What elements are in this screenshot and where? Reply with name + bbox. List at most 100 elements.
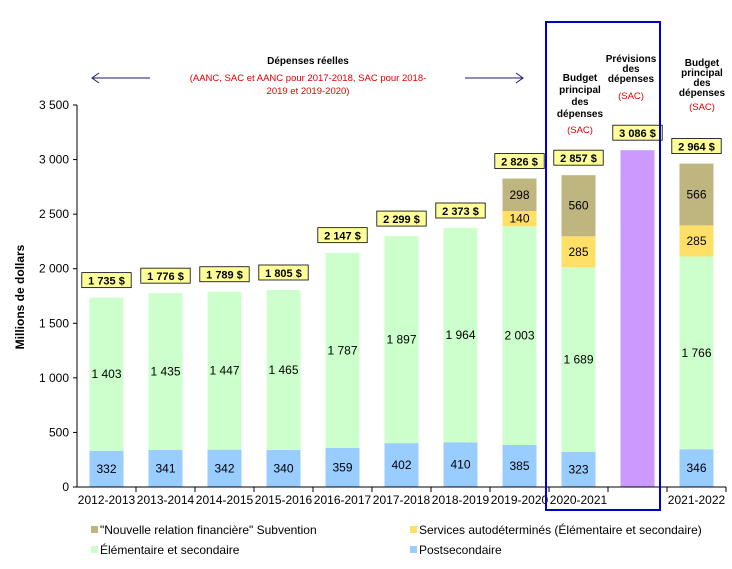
bar-value-label: 1 465 [268, 363, 298, 377]
svg-text:principal: principal [559, 85, 601, 96]
bar-value-label: 1 435 [150, 364, 180, 378]
bar-segment [561, 267, 596, 452]
svg-text:dépenses: dépenses [608, 74, 655, 85]
svg-text:des: des [622, 64, 640, 75]
actual-spending-title: Dépenses réelles [267, 56, 349, 67]
bar-value-label: 1 897 [386, 333, 416, 347]
bar-value-label: 140 [509, 212, 529, 226]
total-label: 2 826 $ [501, 157, 538, 169]
bar-segment [502, 444, 537, 487]
svg-text:(SAC): (SAC) [618, 91, 644, 102]
total-label: 3 086 $ [619, 128, 656, 140]
total-label: 1 776 $ [147, 271, 184, 283]
total-label: 2 147 $ [324, 231, 361, 243]
bar-segment [443, 227, 478, 443]
legend-swatch [410, 526, 417, 533]
legend-swatch [91, 546, 98, 553]
right-arrow-icon [465, 72, 524, 84]
bar-segment [207, 449, 242, 487]
x-tick-label: 2016-2017 [314, 493, 372, 507]
left-arrow-icon [91, 72, 150, 84]
bar-value-label: 560 [568, 199, 588, 213]
bar-value-label: 1 787 [327, 343, 357, 357]
total-label: 2 857 $ [560, 153, 597, 165]
bar-value-label: 385 [509, 459, 529, 473]
total-label: 2 373 $ [442, 206, 479, 218]
bar-segment [502, 211, 537, 227]
svg-text:(SAC): (SAC) [567, 125, 593, 136]
svg-text:Budget: Budget [685, 58, 720, 69]
y-tick-label: 2 000 [39, 262, 69, 276]
legend-swatch [91, 526, 98, 533]
bar-value-label: 341 [155, 461, 175, 475]
forecast-label: Prévisions des dépenses (SAC) [606, 54, 657, 102]
bar-value-label: 298 [509, 188, 529, 202]
legend-label: "Nouvelle relation financière" Subventio… [100, 523, 317, 537]
x-tick-label: 2019-2020 [491, 493, 549, 507]
bar-segment [325, 447, 360, 487]
bar-segment [679, 163, 714, 226]
bar-segment [561, 236, 596, 268]
x-tick-label: 2015-2016 [255, 493, 313, 507]
bar-segment [325, 252, 360, 448]
total-label-box [612, 124, 663, 141]
x-tick-label: 2012-2013 [78, 493, 136, 507]
bar-segment [89, 450, 124, 487]
bar-value-label: 566 [686, 187, 706, 201]
main-estimates-2021-label: Budget principal des dépenses (SAC) [679, 58, 726, 113]
bar-value-label: 285 [568, 245, 588, 259]
total-label-box [199, 266, 250, 283]
bar-segment [443, 442, 478, 487]
total-label-box [671, 138, 722, 154]
bar-segment [89, 297, 124, 451]
x-tick-label: 2017-2018 [373, 493, 431, 507]
total-label-box [553, 149, 604, 166]
x-tick-label: 2020-2021 [550, 493, 608, 507]
bar-segment [148, 293, 183, 450]
bar-value-label: 323 [568, 462, 588, 476]
bar-value-label: 402 [391, 458, 411, 472]
bar-segment [561, 175, 596, 237]
total-label-box [376, 210, 427, 227]
bar-segment [561, 451, 596, 487]
bar-value-label: 340 [273, 461, 293, 475]
y-tick-label: 3 000 [39, 153, 69, 167]
y-tick-label: 500 [49, 425, 69, 439]
bar-value-label: 1 403 [91, 367, 121, 381]
bar-value-label: 1 447 [209, 364, 239, 378]
bar-segment [679, 256, 714, 450]
legend-label: Élémentaire et secondaire [100, 542, 240, 557]
svg-text:dépenses: dépenses [679, 88, 726, 99]
bar-value-label: 1 964 [445, 328, 475, 342]
svg-text:(SAC): (SAC) [689, 102, 715, 113]
bar-segment [266, 449, 301, 487]
legend-label: Postsecondaire [419, 543, 502, 557]
bar-value-label: 410 [450, 458, 470, 472]
actual-spending-subtitle-2: 2019 et 2019-2020) [267, 86, 350, 97]
total-label: 2 964 $ [678, 142, 715, 154]
bar-value-label: 1 689 [563, 353, 593, 367]
bar-segment [502, 226, 537, 445]
actual-spending-subtitle-1: (AANC, SAC et AANC pour 2017-2018, SAC p… [190, 73, 427, 84]
bar-segment [384, 236, 419, 444]
total-label-box [81, 272, 132, 289]
total-label-box [258, 264, 309, 281]
bar-value-label: 359 [332, 460, 352, 474]
bar-segment [620, 150, 655, 487]
bar-segment [384, 443, 419, 487]
x-tick-label: 2013-2014 [137, 493, 195, 507]
bar-segment [148, 449, 183, 487]
bar-value-label: 2 003 [504, 329, 534, 343]
svg-text:Prévisions: Prévisions [606, 54, 657, 65]
legend-label: Services autodéterminés (Élémentaire et … [419, 522, 702, 537]
total-label-box [317, 227, 368, 244]
total-label: 2 299 $ [383, 214, 420, 226]
svg-text:Budget: Budget [563, 73, 598, 84]
svg-text:principal: principal [681, 68, 723, 79]
legend-swatch [410, 546, 417, 553]
y-tick-label: 2 500 [39, 207, 69, 221]
x-tick-label: 2018-2019 [432, 493, 490, 507]
bar-segment [679, 225, 714, 257]
svg-text:des: des [571, 97, 589, 108]
